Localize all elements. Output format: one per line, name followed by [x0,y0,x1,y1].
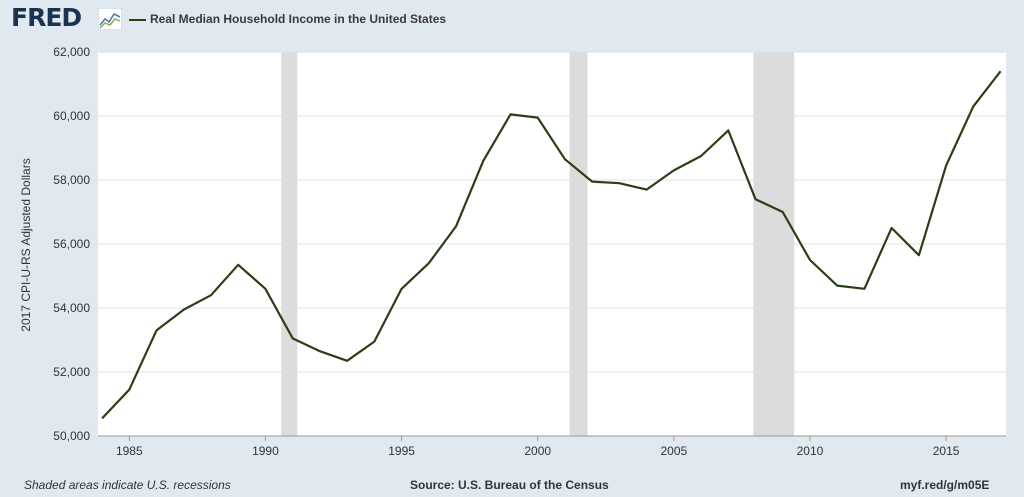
x-tick-label: 2010 [797,444,824,458]
y-tick-label: 54,000 [53,301,90,315]
x-tick-label: 1990 [252,444,279,458]
recession-note: Shaded areas indicate U.S. recessions [24,478,231,492]
x-tick-label: 2005 [660,444,687,458]
y-tick-label: 58,000 [53,173,90,187]
x-tick-label: 2000 [524,444,551,458]
x-tick-label: 1985 [116,444,143,458]
y-tick-label: 56,000 [53,237,90,251]
y-tick-label: 60,000 [53,109,90,123]
x-tick-label: 1995 [388,444,415,458]
short-url[interactable]: myf.red/g/m05E [900,478,989,492]
source-note[interactable]: Source: U.S. Bureau of the Census [410,478,609,492]
y-tick-label: 62,000 [53,45,90,59]
x-tick-label: 2015 [933,444,960,458]
y-tick-label: 52,000 [53,365,90,379]
y-tick-label: 50,000 [53,429,90,443]
